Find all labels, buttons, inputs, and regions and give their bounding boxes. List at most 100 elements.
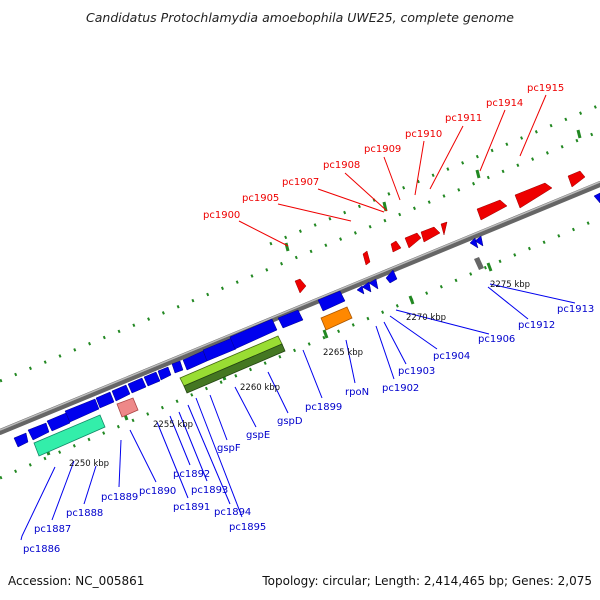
label-pc1913[interactable]: pc1913 bbox=[557, 304, 594, 315]
label-pc1888[interactable]: pc1888 bbox=[66, 508, 103, 519]
gene-pc1907[interactable] bbox=[362, 250, 371, 266]
leader-pc1895 bbox=[195, 397, 243, 518]
reverse-genes bbox=[13, 192, 600, 448]
gene-pc1903[interactable] bbox=[361, 281, 372, 293]
tick bbox=[576, 129, 582, 139]
leader-gspE bbox=[234, 386, 257, 428]
scale-label: 2270 kbp bbox=[406, 313, 446, 323]
gene-pc1904[interactable] bbox=[368, 278, 379, 290]
label-pc1892[interactable]: pc1892 bbox=[173, 469, 210, 480]
gene-gspE[interactable] bbox=[202, 337, 237, 362]
gene-extra[interactable] bbox=[593, 192, 600, 204]
gene-pc1899[interactable] bbox=[277, 309, 304, 329]
leader-pc1906 bbox=[395, 309, 490, 335]
label-pc1909[interactable]: pc1909 bbox=[364, 144, 401, 155]
gene-pc1914[interactable] bbox=[514, 182, 553, 209]
leader-pc1912 bbox=[487, 286, 529, 320]
gene-pc1889[interactable] bbox=[64, 398, 100, 423]
forward-genes bbox=[294, 170, 586, 294]
leader-pc1894 bbox=[187, 404, 231, 505]
gene-pc1915[interactable] bbox=[567, 170, 586, 188]
leader-pc1909 bbox=[383, 156, 401, 201]
leader-gspF bbox=[209, 394, 228, 441]
top-gene-labels: pc1900 pc1905 pc1907 pc1908 pc1909 pc191… bbox=[203, 83, 564, 221]
label-pc1906[interactable]: pc1906 bbox=[478, 334, 515, 345]
label-pc1915[interactable]: pc1915 bbox=[527, 83, 564, 94]
gene-rpoN[interactable] bbox=[317, 290, 346, 312]
label-pc1908[interactable]: pc1908 bbox=[323, 160, 360, 171]
scale-label: 2265 kbp bbox=[323, 348, 363, 358]
feature-bars bbox=[33, 257, 484, 457]
label-pc1912[interactable]: pc1912 bbox=[518, 320, 555, 331]
leader-pc1893 bbox=[178, 411, 208, 482]
gene-pc1905[interactable] bbox=[440, 221, 448, 236]
gene-pc1886[interactable] bbox=[13, 432, 29, 448]
gene-pc1910[interactable] bbox=[420, 226, 441, 243]
leader-pc1904 bbox=[389, 315, 438, 350]
gene-pc1888[interactable] bbox=[46, 412, 71, 432]
label-gspF[interactable]: gspF bbox=[217, 443, 241, 454]
leader-pc1891 bbox=[156, 421, 189, 499]
gene-gspD[interactable] bbox=[229, 318, 278, 350]
tick bbox=[408, 295, 415, 305]
leader-pc1887 bbox=[51, 460, 75, 521]
label-pc1910[interactable]: pc1910 bbox=[405, 129, 442, 140]
feature-teal bbox=[33, 414, 106, 457]
gene-pc1906[interactable] bbox=[385, 269, 398, 284]
label-gspD[interactable]: gspD bbox=[277, 416, 303, 427]
label-pc1889[interactable]: pc1889 bbox=[101, 492, 138, 503]
gene-pc1913[interactable] bbox=[474, 235, 484, 247]
leader-gspD bbox=[267, 371, 289, 414]
label-pc1907[interactable]: pc1907 bbox=[282, 177, 319, 188]
label-pc1905[interactable]: pc1905 bbox=[242, 193, 279, 204]
leader-pc1892 bbox=[169, 415, 191, 466]
label-pc1900[interactable]: pc1900 bbox=[203, 210, 240, 221]
gene-pc1908[interactable] bbox=[390, 240, 402, 253]
label-pc1903[interactable]: pc1903 bbox=[398, 366, 435, 377]
gene-pc1890[interactable] bbox=[95, 391, 115, 409]
label-pc1904[interactable]: pc1904 bbox=[433, 351, 470, 362]
leader-pc1911 bbox=[429, 125, 464, 190]
leader-pc1903 bbox=[383, 321, 407, 365]
label-pc1887[interactable]: pc1887 bbox=[34, 524, 71, 535]
scale-label: 2275 kbp bbox=[490, 280, 530, 290]
leader-pc1910 bbox=[414, 140, 425, 196]
gene-pc1900[interactable] bbox=[294, 278, 307, 294]
leader-pc1908 bbox=[344, 172, 388, 212]
label-pc1886[interactable]: pc1886 bbox=[23, 544, 60, 555]
gene-pc1891[interactable] bbox=[111, 384, 131, 402]
label-pc1895[interactable]: pc1895 bbox=[229, 522, 266, 533]
gene-pc1887[interactable] bbox=[27, 422, 50, 441]
genome-backbone-highlight bbox=[0, 181, 600, 431]
tick bbox=[322, 329, 329, 339]
leader-pc1907 bbox=[317, 188, 385, 213]
leader-pc1886 bbox=[20, 466, 56, 541]
gene-pc1892[interactable] bbox=[127, 377, 147, 394]
gene-pc1909[interactable] bbox=[404, 232, 422, 249]
gene-pc1894[interactable] bbox=[157, 366, 172, 381]
genome-summary-text: Topology: circular; Length: 2,414,465 bp… bbox=[262, 574, 592, 588]
gene-pc1902[interactable] bbox=[356, 285, 365, 295]
gene-pc1911[interactable] bbox=[476, 199, 508, 221]
label-pc1911[interactable]: pc1911 bbox=[445, 113, 482, 124]
leader-pc1889 bbox=[118, 439, 122, 488]
label-pc1891[interactable]: pc1891 bbox=[173, 502, 210, 513]
label-pc1914[interactable]: pc1914 bbox=[486, 98, 523, 109]
scale-label: 2255 kbp bbox=[153, 420, 193, 430]
scale-label: 2250 kbp bbox=[69, 459, 109, 469]
leader-pc1899 bbox=[302, 349, 323, 399]
tick bbox=[486, 262, 493, 272]
label-pc1902[interactable]: pc1902 bbox=[382, 383, 419, 394]
leader-pc1913 bbox=[489, 283, 576, 304]
label-pc1894[interactable]: pc1894 bbox=[214, 507, 251, 518]
feature-green-dark bbox=[183, 343, 286, 394]
label-gspE[interactable]: gspE bbox=[246, 430, 270, 441]
label-pc1899[interactable]: pc1899 bbox=[305, 402, 342, 413]
gene-pc1893[interactable] bbox=[143, 371, 161, 387]
gene-pc1895[interactable] bbox=[171, 360, 184, 374]
label-pc1893[interactable]: pc1893 bbox=[191, 485, 228, 496]
label-pc1890[interactable]: pc1890 bbox=[139, 486, 176, 497]
gene-pc1912[interactable] bbox=[469, 237, 479, 249]
label-rpoN[interactable]: rpoN bbox=[345, 387, 369, 398]
